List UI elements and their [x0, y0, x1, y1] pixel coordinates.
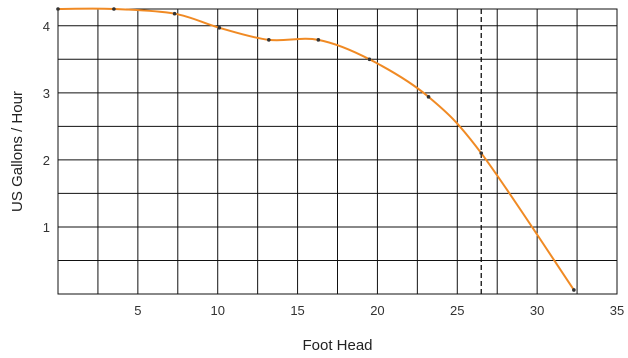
- data-point: [56, 7, 60, 11]
- x-tick-label: 30: [530, 303, 544, 318]
- data-point: [316, 38, 321, 42]
- x-axis-label: Foot Head: [302, 337, 372, 354]
- x-tick-label: 25: [450, 303, 464, 318]
- data-point: [217, 25, 222, 30]
- data-point: [572, 288, 576, 292]
- data-point: [172, 11, 177, 16]
- data-point: [367, 57, 372, 62]
- data-points: [56, 7, 576, 292]
- x-tick-label: 10: [210, 303, 224, 318]
- grid: [57, 8, 618, 295]
- plot-border: [57, 8, 618, 295]
- y-tick-label: 2: [43, 153, 50, 168]
- y-tick-label: 1: [43, 220, 50, 235]
- x-tick-label: 35: [610, 303, 624, 318]
- series-line: [57, 7, 575, 291]
- x-tick-label: 20: [370, 303, 384, 318]
- y-tick-label: 3: [43, 86, 50, 101]
- x-tick-labels: 5 10 15 20 25 30 35: [134, 303, 624, 318]
- y-tick-label: 4: [43, 19, 50, 34]
- data-point: [112, 7, 116, 11]
- data-point: [267, 38, 271, 42]
- y-tick-labels: 1 2 3 4: [43, 19, 50, 235]
- x-tick-label: 15: [290, 303, 304, 318]
- data-point: [479, 151, 484, 155]
- data-point: [426, 95, 431, 99]
- y-axis-label: US Gallons / Hour: [9, 91, 26, 212]
- x-tick-label: 5: [134, 303, 141, 318]
